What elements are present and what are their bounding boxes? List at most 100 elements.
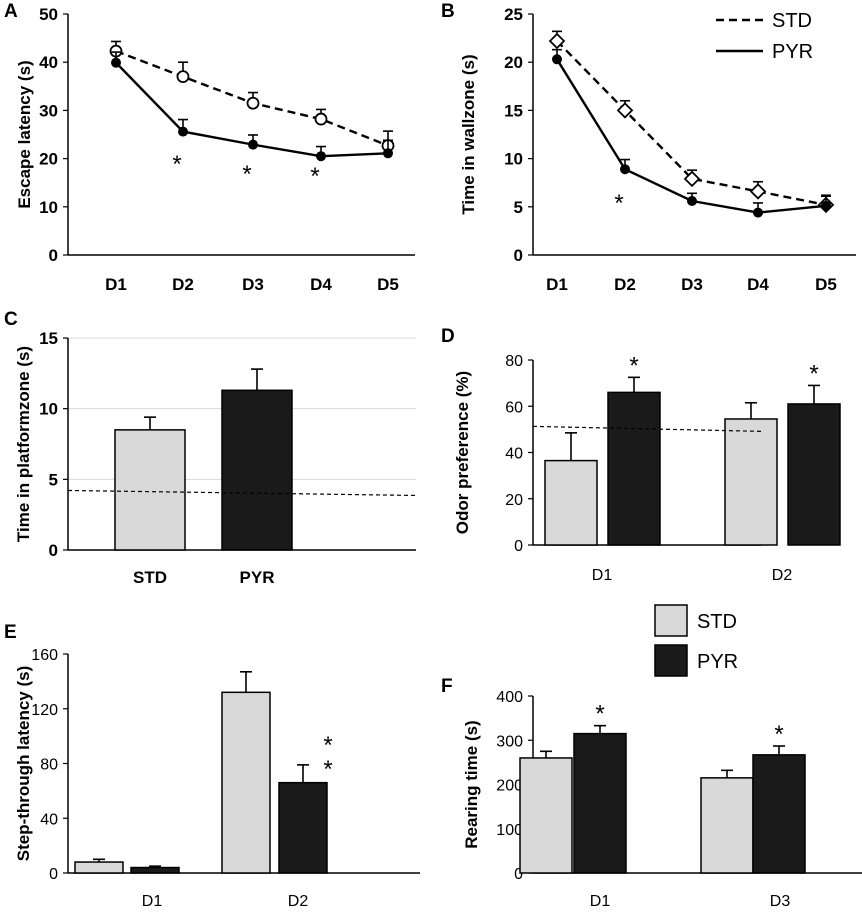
significance-marker: * <box>614 190 623 217</box>
x-tick-label: D1 <box>546 275 568 294</box>
significance-marker: * <box>172 151 181 178</box>
legend-label-std: STD <box>772 10 812 32</box>
bar-std <box>724 418 778 546</box>
legend-label-pyr: PYR <box>772 41 813 63</box>
significance-marker: * <box>774 721 783 748</box>
panel-f: F 0 100 200 300 400 Rearing time (s) D1 D3 * * <box>441 676 862 910</box>
x-tick-label: D2 <box>172 275 194 294</box>
data-point <box>749 183 767 200</box>
x-tick-label: D4 <box>310 275 332 294</box>
y-tick-label: 40 <box>40 811 58 828</box>
y-tick-label: 10 <box>39 198 58 217</box>
bar-std <box>519 757 573 874</box>
y-tick-label: 15 <box>39 329 58 348</box>
y-tick-label: 5 <box>49 470 58 489</box>
bar-legend: STD PYR <box>654 604 738 677</box>
bar-std <box>700 777 754 874</box>
significance-marker: * <box>310 163 319 190</box>
y-tick-label: 40 <box>39 53 58 72</box>
y-tick-label: 200 <box>496 778 523 795</box>
data-point <box>176 70 190 84</box>
data-point <box>383 148 393 159</box>
y-tick-label: 0 <box>514 538 523 555</box>
x-tick-label: D3 <box>242 275 264 294</box>
panel-label: F <box>441 676 453 697</box>
bar-std <box>221 691 271 874</box>
x-tick-label: STD <box>133 568 167 587</box>
data-point <box>552 54 562 65</box>
x-tick-label: D5 <box>377 275 399 294</box>
y-axis-label: Escape latency (s) <box>15 60 34 208</box>
panel-label: B <box>441 1 455 22</box>
significance-marker: * <box>629 352 638 379</box>
panel-e: E 0 40 80 120 160 Step-through latency (s) D1 D2… <box>4 622 420 910</box>
significance-marker: * <box>242 161 251 188</box>
x-tick-label: PYR <box>240 568 275 587</box>
data-point <box>248 139 258 150</box>
legend-label-std: STD <box>697 611 737 633</box>
data-point <box>753 207 763 218</box>
chance-line <box>532 425 763 432</box>
y-tick-label: 20 <box>505 492 523 509</box>
y-tick-label: 0 <box>49 541 58 560</box>
bar-std <box>114 429 186 551</box>
y-axis-label: Step-through latency (s) <box>14 666 33 862</box>
y-tick-label: 0 <box>514 246 523 265</box>
y-tick-label: 80 <box>40 757 58 774</box>
bar-pyr <box>130 866 180 874</box>
x-tick-label: D2 <box>288 893 309 910</box>
panel-a: A 0 10 20 30 40 50 Escape latency (s) D1 D2 D3 D4 D5… <box>4 1 415 294</box>
legend-label-pyr: PYR <box>697 651 738 673</box>
y-tick-label: 100 <box>496 822 523 839</box>
x-tick-label: D2 <box>772 567 793 584</box>
y-tick-label: 5 <box>514 198 523 217</box>
data-point <box>821 200 831 211</box>
y-tick-label: 25 <box>504 5 523 24</box>
data-point <box>548 32 566 50</box>
y-tick-label: 300 <box>496 733 523 750</box>
panel-c: C 0 5 10 15 Time in platformzone (s) STD PYR <box>4 309 417 587</box>
y-tick-label: 20 <box>504 53 523 72</box>
x-tick-label: D5 <box>815 275 837 294</box>
panel-b: B 0 5 10 15 20 25 Time in wallzone (s) D1 D2 D3 D4 D… <box>441 1 856 294</box>
data-point <box>687 196 697 207</box>
data-point <box>178 126 188 137</box>
panel-label: E <box>4 622 17 643</box>
y-axis-label: Time in wallzone (s) <box>459 54 478 214</box>
x-tick-label: D1 <box>105 275 127 294</box>
bar-pyr <box>573 732 627 874</box>
bar-std <box>74 861 124 874</box>
significance-marker: * <box>323 732 332 759</box>
bar-std <box>544 459 598 546</box>
bar-pyr <box>607 391 661 546</box>
bar-pyr <box>278 781 328 874</box>
significance-marker: * <box>809 360 818 387</box>
data-point <box>683 170 701 188</box>
legend-swatch-std <box>654 604 688 637</box>
significance-marker: * <box>595 701 604 728</box>
panel-label: D <box>441 326 455 347</box>
y-tick-label: 400 <box>496 689 523 706</box>
y-axis-label: Rearing time (s) <box>462 720 481 848</box>
panel-label: A <box>4 1 18 22</box>
y-tick-label: 40 <box>505 446 523 463</box>
x-tick-label: D2 <box>614 275 636 294</box>
y-tick-label: 15 <box>504 101 523 120</box>
panel-label: C <box>4 309 18 330</box>
y-tick-label: 10 <box>504 150 523 169</box>
y-tick-label: 80 <box>505 353 523 370</box>
data-point <box>616 102 634 119</box>
x-tick-label: D3 <box>681 275 703 294</box>
y-tick-label: 30 <box>39 101 58 120</box>
x-tick-label: D1 <box>592 567 613 584</box>
data-point <box>314 112 328 126</box>
x-tick-label: D1 <box>590 893 611 910</box>
bar-pyr <box>221 389 293 551</box>
y-tick-label: 0 <box>49 866 58 883</box>
x-tick-label: D3 <box>770 893 791 910</box>
data-point <box>316 151 326 162</box>
x-tick-label: D1 <box>142 893 163 910</box>
y-tick-label: 60 <box>505 399 523 416</box>
legend-swatch-pyr <box>654 644 688 677</box>
